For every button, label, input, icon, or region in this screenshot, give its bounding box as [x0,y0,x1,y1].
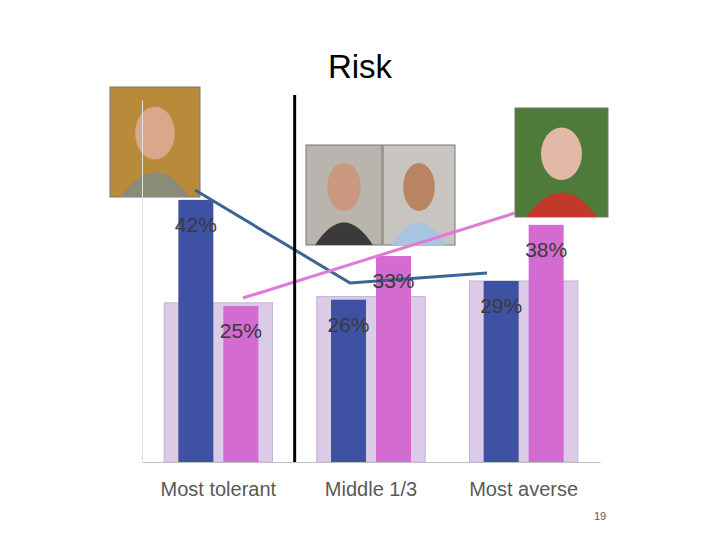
photo-frame [306,145,382,245]
photo-face [541,128,582,180]
data-label: 26% [327,313,369,336]
data-labels: 42% 26% 29% 25% 33% 38% [175,213,567,342]
photo-frame [383,145,455,245]
chart: Risk Most tolerant Middle 1/3 Most averse 42… [0,0,720,540]
bar [178,200,213,462]
data-label: 33% [372,269,414,292]
x-tick-label: Most tolerant [161,478,277,500]
photo-shoulders [121,172,189,197]
photo-face [327,163,360,211]
divider [293,95,296,462]
data-label: 25% [220,319,262,342]
photo-face [135,107,175,160]
slide-number: 19 [594,510,606,522]
x-axis: Most tolerant Middle 1/3 Most averse [143,462,601,500]
photo-face [403,163,435,211]
photo-man-2 [383,145,455,245]
x-tick: Middle 1/3 [325,462,417,500]
photo-frame [515,108,608,217]
y-axis-line [142,101,143,463]
photo-shoulders [526,192,597,217]
x-tick: Most averse [469,462,578,500]
x-tick-label: Middle 1/3 [325,478,417,500]
photo-woman [515,108,608,217]
title: Risk [328,48,393,85]
plot-area [164,200,578,462]
connector-line [243,213,515,298]
x-axis-line [143,462,601,463]
data-label: 29% [480,294,522,317]
photo-woman-2 [306,145,382,245]
x-tick-label: Most averse [469,478,578,500]
x-tick: Most tolerant [161,462,277,500]
photo-frame [110,87,200,197]
photo-shoulders [315,223,373,246]
y-axis [142,101,143,463]
data-label: 38% [525,238,567,261]
data-label: 42% [175,213,217,236]
photo-man [110,87,200,197]
